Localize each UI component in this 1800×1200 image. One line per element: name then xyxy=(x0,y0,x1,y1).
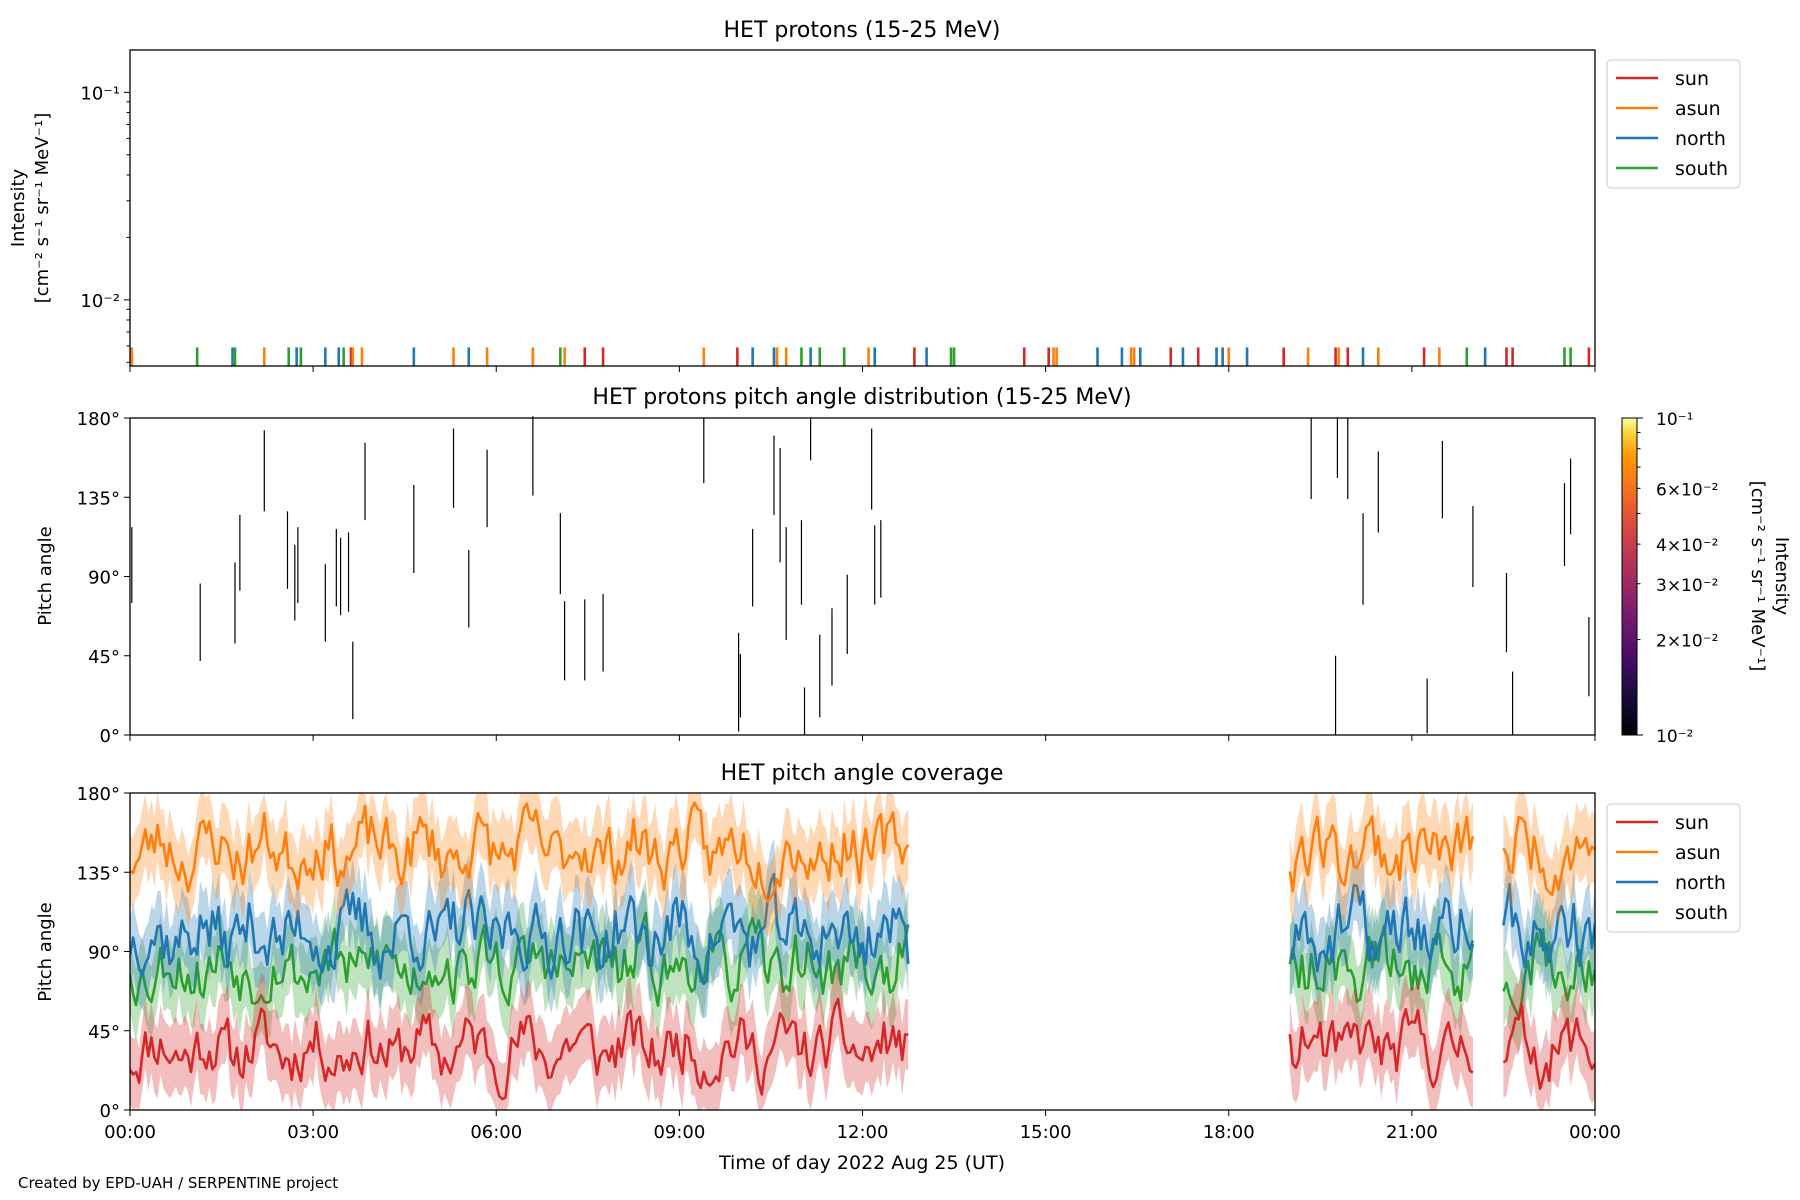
panel3-title: HET pitch angle coverage xyxy=(721,761,1004,786)
colorbar-tick-label: 6×10⁻² xyxy=(1656,480,1718,500)
legend-label-asun: asun xyxy=(1675,842,1721,864)
y-tick-label: 90° xyxy=(88,568,120,589)
sun-line xyxy=(1502,1003,1595,1090)
panel1-ylabel-line1: Intensity xyxy=(8,168,29,247)
y-tick-label: 10⁻² xyxy=(80,291,120,312)
north-line xyxy=(1289,883,1475,973)
x-tick-label: 00:00 xyxy=(1569,1122,1621,1143)
pitch-coverage-panel: HET pitch angle coverage 0° 45° 90° 135° 180… xyxy=(35,761,1741,1174)
north-band xyxy=(130,838,909,1019)
colorbar-tick-label: 3×10⁻² xyxy=(1656,576,1718,596)
y-tick-label: 0° xyxy=(100,1101,120,1122)
sun-line xyxy=(1288,1007,1474,1089)
sun-line xyxy=(130,997,909,1101)
legend-label-south: south xyxy=(1675,158,1728,180)
series-north xyxy=(130,838,1595,1019)
panel3-frame xyxy=(129,792,1596,1111)
sun-band xyxy=(1289,974,1473,1110)
y-tick-label: 135° xyxy=(77,488,120,509)
series-sun xyxy=(130,963,1595,1110)
north-line xyxy=(130,872,910,986)
legend-label-south: south xyxy=(1675,902,1728,924)
x-tick-label: 18:00 xyxy=(1203,1122,1255,1143)
panel3-ylabel: Pitch angle xyxy=(35,902,56,1001)
intensity-panel: HET protons (15-25 MeV) 10⁻² 10⁻¹ Intensi… xyxy=(8,18,1741,372)
legend-label-north: north xyxy=(1675,128,1726,150)
panel1-frame xyxy=(129,49,1596,367)
north-band xyxy=(1289,849,1473,1007)
sun-band xyxy=(1503,969,1595,1110)
y-tick-label: 10⁻¹ xyxy=(80,83,120,104)
legend-label-sun: sun xyxy=(1675,68,1709,90)
asun-band xyxy=(130,793,909,937)
x-tick-label: 21:00 xyxy=(1386,1122,1438,1143)
legend-label-north: north xyxy=(1675,872,1726,894)
series-asun xyxy=(130,793,1595,937)
south-band xyxy=(1289,890,1473,1037)
x-tick-label: 09:00 xyxy=(653,1122,705,1143)
pitch-distribution-panel: HET protons pitch angle distribution (15… xyxy=(35,385,1792,747)
panel2-frame xyxy=(129,417,1596,736)
x-tick-label: 12:00 xyxy=(837,1122,889,1143)
series-south xyxy=(130,877,1595,1053)
panel1-legend: sun asun north south xyxy=(1606,59,1741,189)
x-tick-label: 00:00 xyxy=(104,1122,156,1143)
colorbar-label-line2: [cm⁻² s⁻¹ sr⁻¹ MeV⁻¹] xyxy=(1747,481,1768,672)
north-line xyxy=(1502,882,1595,969)
colorbar-label-line1: Intensity xyxy=(1771,537,1792,616)
y-tick-label: 135° xyxy=(77,863,120,884)
south-band xyxy=(1503,894,1595,1053)
y-tick-label: 180° xyxy=(77,784,120,805)
y-tick-label: 0° xyxy=(100,726,120,747)
credit-text: Created by EPD-UAH / SERPENTINE project xyxy=(18,1174,339,1192)
panel1-ylabel-line2: [cm⁻² s⁻¹ sr⁻¹ MeV⁻¹] xyxy=(32,113,53,304)
south-band xyxy=(130,877,909,1041)
asun-line xyxy=(1288,815,1475,893)
colorbar-tick-label: 4×10⁻² xyxy=(1656,536,1718,556)
legend-label-sun: sun xyxy=(1675,812,1709,834)
x-axis-label: Time of day 2022 Aug 25 (UT) xyxy=(718,1152,1005,1174)
colorbar: 10⁻² 2×10⁻² 3×10⁻² 4×10⁻² 6×10⁻² 10⁻¹ Intensi… xyxy=(1621,410,1792,747)
colorbar-tick-label: 10⁻² xyxy=(1656,727,1693,747)
asun-line xyxy=(1502,815,1595,897)
colorbar-gradient xyxy=(1621,417,1638,736)
panel3-legend: sun asun north south xyxy=(1606,803,1741,933)
x-tick-label: 03:00 xyxy=(287,1122,339,1143)
y-tick-label: 45° xyxy=(88,647,120,668)
asun-line xyxy=(130,801,910,903)
x-tick-label: 06:00 xyxy=(470,1122,522,1143)
colorbar-tick-label: 10⁻¹ xyxy=(1656,410,1693,430)
panel2-title: HET protons pitch angle distribution (15… xyxy=(592,385,1131,410)
y-tick-label: 180° xyxy=(77,409,120,430)
x-tick-label: 15:00 xyxy=(1020,1122,1072,1143)
panel1-title: HET protons (15-25 MeV) xyxy=(724,18,1001,43)
colorbar-tick-label: 2×10⁻² xyxy=(1656,632,1718,652)
y-tick-label: 45° xyxy=(88,1022,120,1043)
panel2-ylabel: Pitch angle xyxy=(35,526,56,625)
legend-label-asun: asun xyxy=(1675,98,1721,120)
y-tick-label: 90° xyxy=(88,943,120,964)
